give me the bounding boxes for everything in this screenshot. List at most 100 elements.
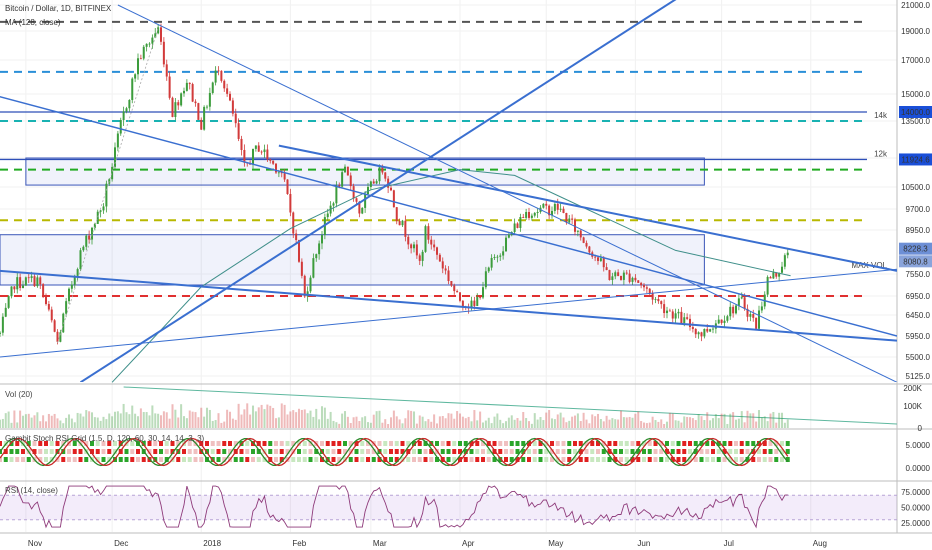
- candle-body: [220, 70, 223, 81]
- stoch-grid-cell: [665, 457, 669, 462]
- stoch-grid-cell: [555, 441, 560, 446]
- candle-body: [709, 329, 712, 332]
- candle-body: [272, 160, 275, 164]
- stoch-grid-cell: [84, 441, 89, 446]
- volume-bar: [484, 420, 487, 428]
- volume-bar: [435, 423, 439, 428]
- volume-bar: [507, 417, 510, 428]
- volume-bar: [700, 416, 703, 428]
- candle-body: [447, 270, 450, 282]
- candle-body: [79, 250, 82, 270]
- stoch-grid-cell: [331, 449, 336, 454]
- volume-bar: [780, 412, 784, 428]
- volume-bar: [703, 419, 706, 428]
- candle-body: [691, 327, 694, 330]
- volume-bar: [16, 422, 19, 428]
- volume-bar: [556, 414, 559, 428]
- volume-bar: [306, 413, 309, 428]
- candle-body: [533, 212, 536, 216]
- volume-bar: [619, 410, 623, 428]
- volume-bar: [171, 404, 174, 428]
- stoch-d-line: [0, 437, 789, 467]
- volume-bar: [99, 420, 102, 428]
- stoch-grid-cell: [446, 449, 451, 454]
- stoch-grid-cell: [452, 457, 457, 462]
- volume-bar: [295, 412, 298, 428]
- stoch-grid-cell: [561, 441, 566, 446]
- volume-bar: [654, 420, 657, 428]
- stoch-grid-cell: [532, 449, 537, 454]
- volume-bar: [108, 413, 111, 428]
- stoch-grid-cell: [170, 441, 175, 446]
- candle-body: [85, 235, 88, 247]
- volume-bar: [490, 423, 493, 428]
- volume-bar: [200, 407, 203, 428]
- volume-bar: [21, 415, 25, 428]
- stoch-grid-cell: [762, 441, 767, 446]
- stoch-grid-cell: [774, 441, 779, 446]
- volume-bar: [387, 423, 390, 428]
- stoch-grid-cell: [716, 449, 721, 454]
- volume-bar: [711, 418, 715, 428]
- stoch-grid-cell: [785, 457, 790, 462]
- candle-body: [470, 300, 473, 309]
- volume-bar: [407, 410, 410, 428]
- volume-bar: [297, 408, 301, 428]
- volume-bar: [111, 416, 114, 428]
- stoch-grid-cell: [366, 441, 370, 446]
- stoch-grid-cell: [164, 441, 169, 446]
- candle-body: [341, 172, 344, 187]
- candle-body: [588, 246, 591, 253]
- volume-bar: [263, 409, 266, 428]
- stoch-grid-cell: [107, 457, 112, 462]
- volume-bar: [231, 418, 234, 428]
- stoch-grid-cell: [3, 457, 8, 462]
- volume-bar: [504, 421, 508, 428]
- volume-bar: [763, 416, 766, 428]
- volume-bar: [280, 403, 283, 428]
- stoch-grid-cell: [0, 457, 2, 462]
- volume-bar: [375, 411, 378, 428]
- stoch-grid-cell: [463, 457, 468, 462]
- volume-bar: [510, 415, 513, 428]
- stoch-grid-cell: [739, 457, 744, 462]
- volume-bar: [194, 412, 197, 428]
- rsi-line: [0, 485, 788, 529]
- price-tick-label: 10500.0: [901, 183, 930, 192]
- volume-bar: [775, 422, 778, 428]
- candle-body: [504, 237, 508, 252]
- volume-bar: [401, 423, 404, 428]
- volume-bar: [335, 422, 338, 428]
- volume-bar: [660, 419, 663, 428]
- candle-body: [645, 287, 648, 289]
- candle-body: [113, 147, 117, 167]
- volume-tick-label: 100K: [903, 402, 922, 411]
- candle-body: [720, 319, 723, 323]
- volume-bar: [456, 411, 459, 428]
- candle-body: [145, 43, 148, 47]
- candle-body: [286, 179, 289, 195]
- volume-bar: [358, 421, 361, 428]
- candle-body: [62, 313, 65, 333]
- stoch-grid-cell: [262, 457, 267, 462]
- candle-body: [479, 297, 482, 298]
- candle-body: [619, 275, 623, 280]
- volume-bar: [381, 422, 384, 428]
- volume-bar: [568, 420, 571, 428]
- stoch-grid-cell: [26, 441, 31, 446]
- candle-body: [441, 261, 444, 269]
- volume-bar: [470, 421, 473, 428]
- stoch-grid-cell: [458, 449, 462, 454]
- candle-body: [226, 88, 229, 94]
- stoch-grid-cell: [423, 457, 428, 462]
- stoch-grid-cell: [354, 449, 359, 454]
- candle-body: [364, 194, 367, 208]
- volume-bar: [203, 416, 206, 428]
- volume-bar: [62, 423, 65, 428]
- candle-body: [10, 286, 13, 297]
- volume-bar: [27, 413, 30, 428]
- candle-body: [320, 235, 324, 244]
- volume-bar: [286, 414, 289, 428]
- volume-bar: [384, 419, 387, 428]
